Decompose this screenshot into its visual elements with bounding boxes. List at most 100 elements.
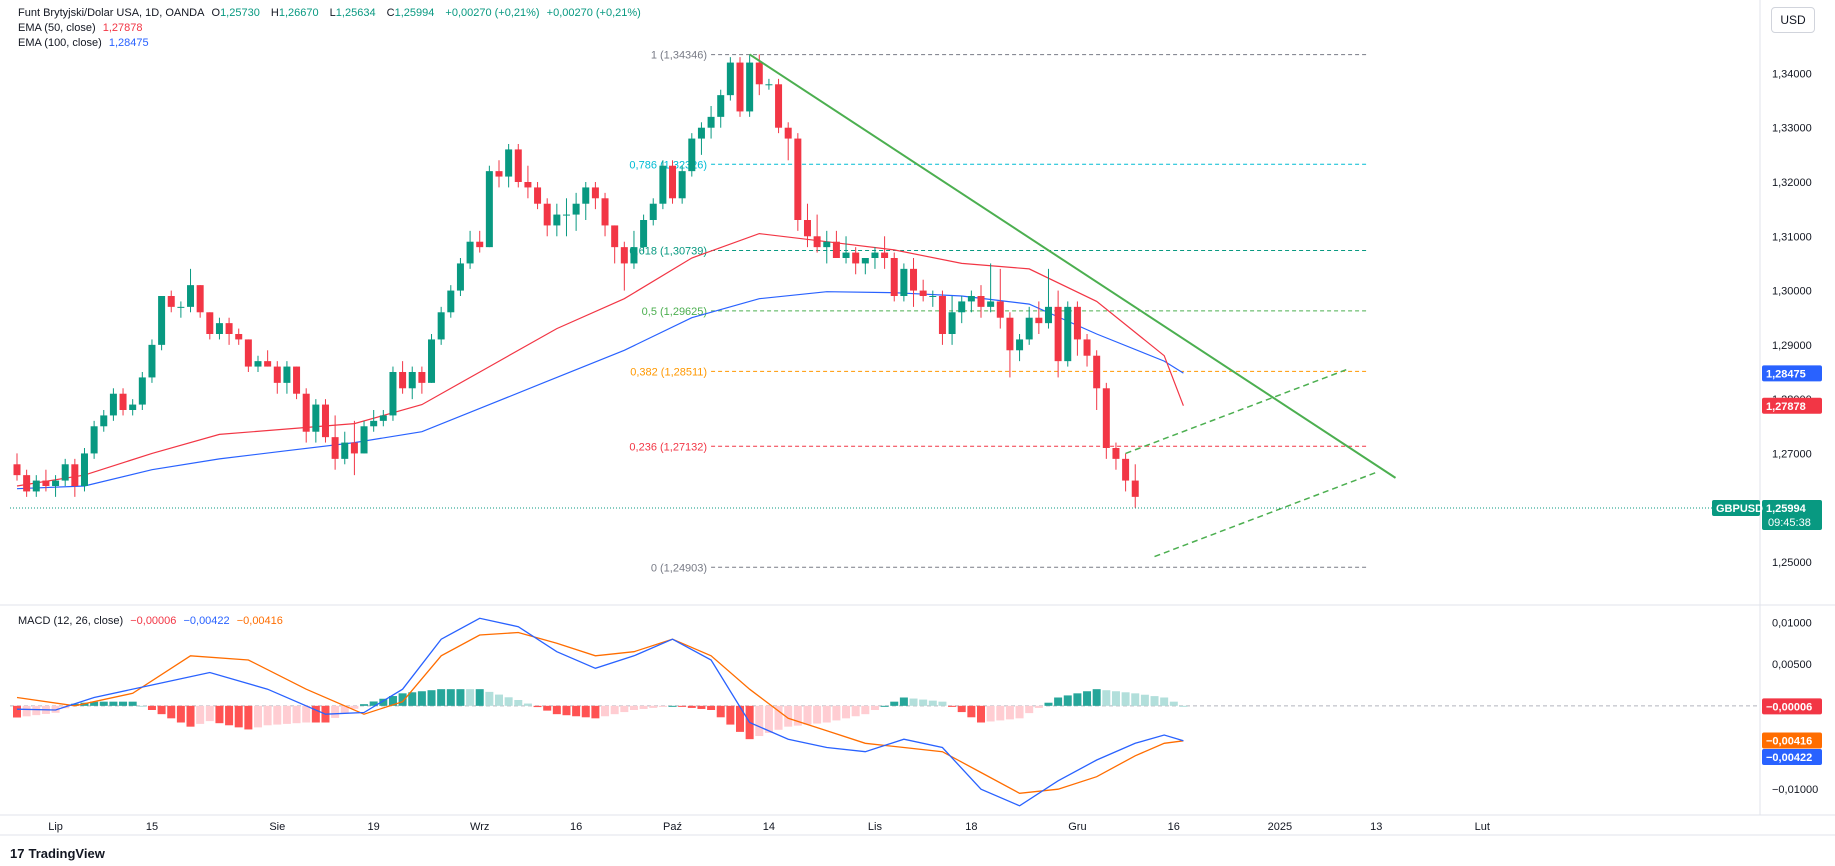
channel-lower-line[interactable] bbox=[1154, 471, 1377, 558]
macd-histogram-bar[interactable] bbox=[234, 705, 243, 728]
macd-histogram-bar[interactable] bbox=[977, 705, 985, 723]
macd-histogram-bar[interactable] bbox=[90, 701, 99, 706]
candle-body[interactable] bbox=[765, 84, 773, 86]
macd-histogram-bar[interactable] bbox=[610, 705, 619, 715]
candle-body[interactable] bbox=[456, 263, 464, 291]
macd-histogram-bar[interactable] bbox=[273, 705, 282, 725]
candle-body[interactable] bbox=[861, 258, 869, 264]
macd-histogram-bar[interactable] bbox=[764, 705, 773, 733]
candle-body[interactable] bbox=[1025, 317, 1033, 340]
macd-histogram-bar[interactable] bbox=[919, 699, 928, 706]
candle-body[interactable] bbox=[813, 236, 821, 248]
candle-body[interactable] bbox=[225, 323, 233, 334]
macd-histogram-bar[interactable] bbox=[196, 705, 205, 724]
candle-body[interactable] bbox=[717, 95, 725, 117]
candle-body[interactable] bbox=[71, 464, 79, 486]
macd-histogram-bar[interactable] bbox=[707, 705, 716, 710]
macd-histogram-bar[interactable] bbox=[388, 696, 397, 706]
macd-legend[interactable]: MACD (12, 26, close) −0,00006 −0,00422 −… bbox=[18, 614, 287, 629]
candle-body[interactable] bbox=[331, 437, 339, 459]
trendline[interactable] bbox=[749, 53, 1397, 479]
candle-body[interactable] bbox=[1054, 306, 1062, 362]
candle-body[interactable] bbox=[524, 182, 532, 188]
macd-histogram-bar[interactable] bbox=[581, 705, 590, 718]
candle-body[interactable] bbox=[929, 296, 937, 297]
macd-histogram-bar[interactable] bbox=[495, 694, 503, 706]
macd-histogram-bar[interactable] bbox=[649, 705, 658, 708]
candle-body[interactable] bbox=[591, 187, 599, 199]
macd-histogram-bar[interactable] bbox=[417, 691, 426, 706]
macd-histogram-bar[interactable] bbox=[32, 705, 41, 716]
candle-body[interactable] bbox=[726, 62, 734, 96]
candle-body[interactable] bbox=[293, 366, 301, 394]
macd-histogram-bar[interactable] bbox=[639, 705, 648, 709]
macd-histogram-bar[interactable] bbox=[928, 700, 937, 706]
macd-histogram-bar[interactable] bbox=[1034, 705, 1043, 708]
macd-histogram-bar[interactable] bbox=[147, 705, 156, 710]
candle-body[interactable] bbox=[264, 361, 272, 367]
candle-body[interactable] bbox=[948, 312, 956, 334]
ema100-line[interactable] bbox=[16, 291, 1184, 490]
candle-body[interactable] bbox=[852, 252, 860, 264]
candle-body[interactable] bbox=[100, 415, 108, 427]
macd-histogram-bar[interactable] bbox=[369, 701, 378, 706]
candle-body[interactable] bbox=[52, 480, 60, 486]
candle-body[interactable] bbox=[659, 165, 667, 204]
candle-body[interactable] bbox=[350, 442, 358, 454]
macd-histogram-bar[interactable] bbox=[552, 705, 561, 715]
candle-body[interactable] bbox=[1073, 306, 1081, 340]
candle-body[interactable] bbox=[399, 372, 407, 389]
macd-histogram-bar[interactable] bbox=[909, 698, 918, 706]
candle-body[interactable] bbox=[784, 127, 792, 139]
macd-line[interactable] bbox=[16, 617, 1184, 807]
macd-histogram-bar[interactable] bbox=[1169, 701, 1178, 706]
candle-body[interactable] bbox=[832, 241, 840, 258]
candle-body[interactable] bbox=[881, 252, 889, 258]
candle-body[interactable] bbox=[697, 127, 705, 139]
candle-body[interactable] bbox=[187, 285, 195, 307]
candle-body[interactable] bbox=[746, 62, 754, 112]
candle-body[interactable] bbox=[360, 426, 368, 454]
candle-body[interactable] bbox=[495, 171, 503, 177]
candle-body[interactable] bbox=[823, 241, 831, 248]
macd-histogram-bar[interactable] bbox=[485, 691, 494, 706]
macd-histogram-bar[interactable] bbox=[1044, 702, 1053, 706]
macd-histogram-bar[interactable] bbox=[311, 705, 320, 723]
macd-histogram-bar[interactable] bbox=[755, 705, 764, 737]
candle-body[interactable] bbox=[601, 198, 609, 226]
macd-histogram-bar[interactable] bbox=[890, 701, 899, 706]
candle-body[interactable] bbox=[582, 187, 590, 204]
macd-histogram-bar[interactable] bbox=[157, 705, 166, 715]
candle-body[interactable] bbox=[890, 258, 898, 296]
macd-histogram-bar[interactable] bbox=[620, 705, 629, 713]
tradingview-logo[interactable]: 17 TradingView bbox=[10, 846, 105, 861]
macd-histogram-bar[interactable] bbox=[726, 705, 735, 725]
macd-histogram-bar[interactable] bbox=[1025, 705, 1034, 714]
macd-histogram-bar[interactable] bbox=[1140, 694, 1149, 706]
candle-body[interactable] bbox=[505, 149, 513, 177]
macd-histogram-bar[interactable] bbox=[678, 705, 687, 707]
macd-histogram-bar[interactable] bbox=[186, 705, 195, 727]
currency-button[interactable]: USD bbox=[1771, 7, 1815, 33]
candle-body[interactable] bbox=[119, 393, 127, 410]
macd-histogram-bar[interactable] bbox=[1005, 705, 1014, 720]
macd-histogram-bar[interactable] bbox=[254, 705, 262, 728]
macd-histogram-bar[interactable] bbox=[398, 693, 407, 706]
candle-body[interactable] bbox=[215, 323, 223, 334]
macd-histogram-bar[interactable] bbox=[1063, 695, 1072, 706]
candle-body[interactable] bbox=[42, 480, 50, 486]
candle-body[interactable] bbox=[80, 453, 88, 486]
macd-histogram-bar[interactable] bbox=[167, 705, 176, 719]
macd-histogram-bar[interactable] bbox=[899, 697, 908, 706]
macd-histogram-bar[interactable] bbox=[99, 701, 108, 706]
macd-histogram-bar[interactable] bbox=[1121, 692, 1130, 706]
candle-body[interactable] bbox=[514, 149, 522, 182]
macd-histogram-bar[interactable] bbox=[523, 703, 532, 706]
macd-histogram-bar[interactable] bbox=[263, 705, 272, 726]
candle-body[interactable] bbox=[1102, 388, 1110, 448]
candle-body[interactable] bbox=[447, 290, 455, 313]
candle-body[interactable] bbox=[32, 480, 40, 492]
macd-histogram-bar[interactable] bbox=[1015, 705, 1024, 719]
macd-histogram-bar[interactable] bbox=[948, 705, 957, 707]
